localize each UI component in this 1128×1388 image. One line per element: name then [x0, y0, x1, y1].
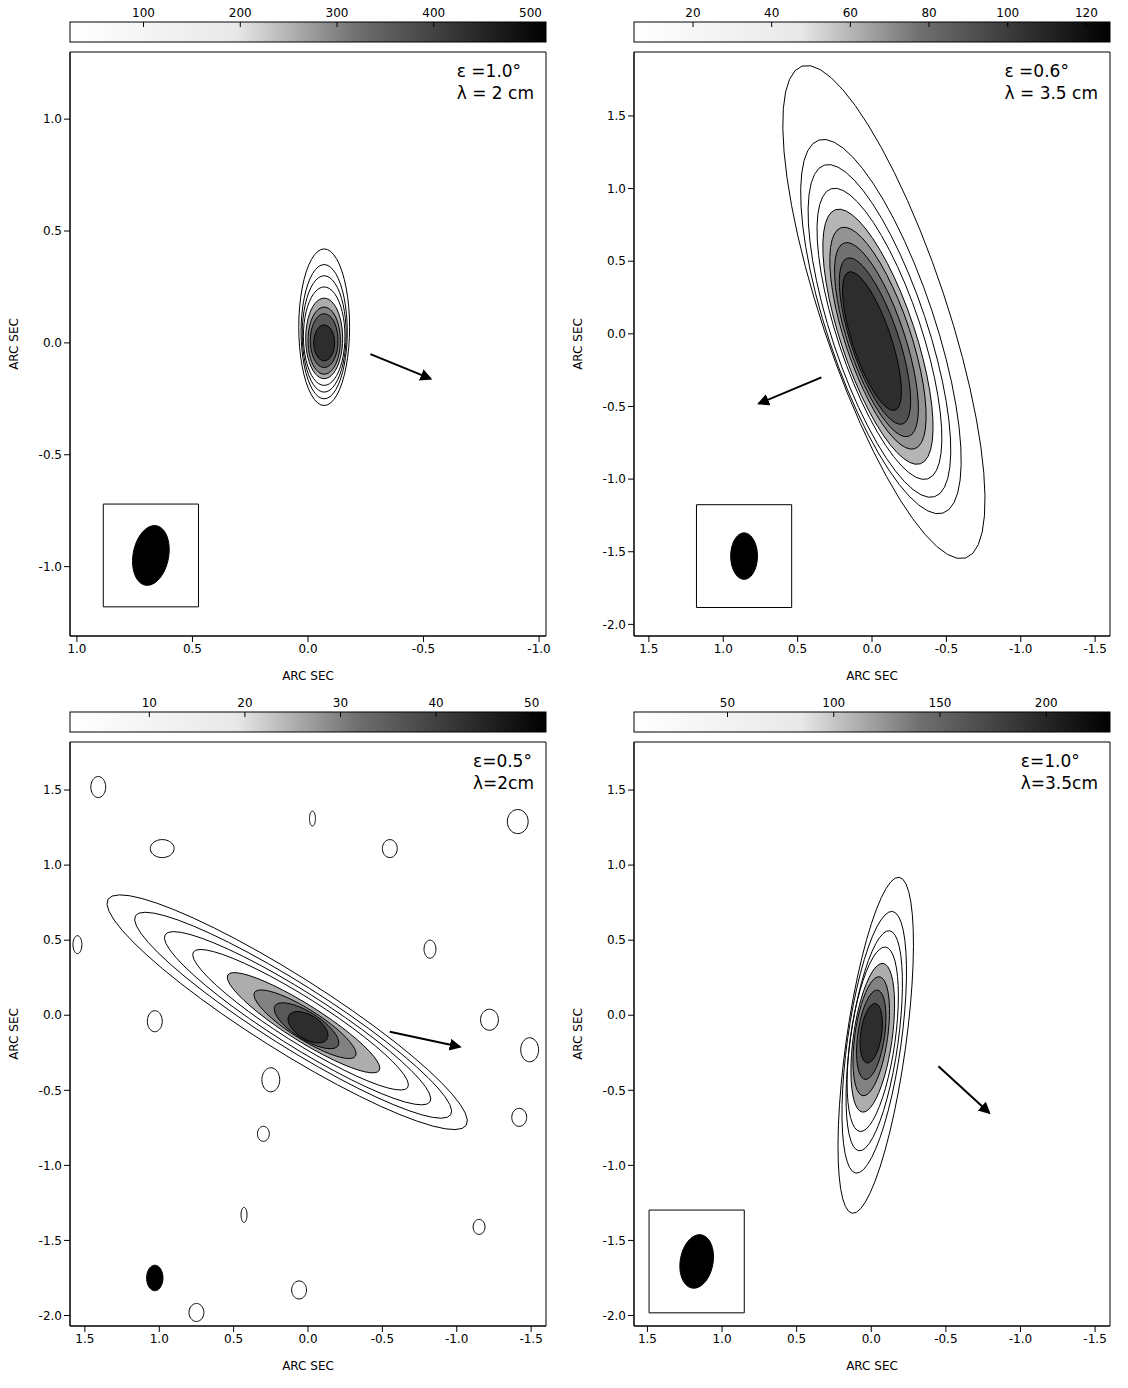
svg-text:-1.0: -1.0 — [39, 560, 62, 574]
svg-text:-0.5: -0.5 — [412, 642, 435, 656]
html-text:ε=0.5°: ε=0.5° — [473, 751, 532, 771]
html-text:λ = 3.5 cm: λ = 3.5 cm — [1004, 83, 1098, 103]
svg-text:120: 120 — [1075, 6, 1098, 20]
svg-text:ARC SEC: ARC SEC — [571, 318, 585, 370]
svg-text:1.0: 1.0 — [607, 182, 626, 196]
svg-text:0.0: 0.0 — [298, 642, 317, 656]
html-text:λ = 2 cm: λ = 2 cm — [456, 83, 534, 103]
svg-text:-0.5: -0.5 — [39, 448, 62, 462]
svg-text:ARC SEC: ARC SEC — [282, 669, 334, 683]
svg-text:20: 20 — [237, 696, 252, 710]
svg-text:0.5: 0.5 — [43, 933, 62, 947]
svg-text:-0.5: -0.5 — [39, 1084, 62, 1098]
svg-text:ARC SEC: ARC SEC — [7, 318, 21, 370]
svg-text:400: 400 — [422, 6, 445, 20]
svg-text:ARC SEC: ARC SEC — [571, 1008, 585, 1060]
html-text:ε =0.6°: ε =0.6° — [1004, 61, 1069, 81]
svg-text:10: 10 — [142, 696, 157, 710]
svg-text:0.0: 0.0 — [43, 336, 62, 350]
svg-text:ARC SEC: ARC SEC — [7, 1008, 21, 1060]
svg-text:-1.5: -1.5 — [1083, 1332, 1106, 1346]
svg-text:20: 20 — [685, 6, 700, 20]
svg-text:200: 200 — [1035, 696, 1058, 710]
svg-text:1.0: 1.0 — [43, 112, 62, 126]
svg-text:-1.5: -1.5 — [603, 1234, 626, 1248]
svg-text:-2.0: -2.0 — [603, 618, 626, 632]
svg-text:500: 500 — [519, 6, 542, 20]
svg-text:1.0: 1.0 — [43, 858, 62, 872]
svg-text:100: 100 — [996, 6, 1019, 20]
svg-text:-1.0: -1.0 — [603, 472, 626, 486]
svg-text:-2.0: -2.0 — [603, 1309, 626, 1323]
html-text:ε=1.0°: ε=1.0° — [1020, 751, 1080, 771]
svg-text:1.5: 1.5 — [607, 783, 626, 797]
svg-text:50: 50 — [524, 696, 539, 710]
svg-text:1.5: 1.5 — [75, 1332, 94, 1346]
svg-text:-2.0: -2.0 — [39, 1309, 62, 1323]
svg-text:300: 300 — [326, 6, 349, 20]
svg-text:0.5: 0.5 — [787, 1332, 806, 1346]
html-text:λ=2cm: λ=2cm — [473, 773, 534, 793]
svg-text:80: 80 — [921, 6, 936, 20]
svg-text:0.0: 0.0 — [862, 642, 881, 656]
svg-text:0.0: 0.0 — [298, 1332, 317, 1346]
svg-text:ARC SEC: ARC SEC — [846, 1359, 898, 1373]
svg-text:-1.0: -1.0 — [527, 642, 550, 656]
html-text:ε =1.0°: ε =1.0° — [456, 61, 522, 81]
svg-text:-0.5: -0.5 — [934, 1332, 957, 1346]
svg-text:200: 200 — [229, 6, 252, 20]
svg-text:-1.5: -1.5 — [39, 1234, 62, 1248]
svg-text:100: 100 — [132, 6, 155, 20]
svg-text:1.5: 1.5 — [43, 783, 62, 797]
svg-text:0.0: 0.0 — [43, 1008, 62, 1022]
html-text:λ=3.5cm: λ=3.5cm — [1020, 773, 1098, 793]
svg-text:-1.0: -1.0 — [1009, 1332, 1032, 1346]
svg-text:0.5: 0.5 — [183, 642, 202, 656]
svg-text:0.0: 0.0 — [607, 327, 626, 341]
svg-text:-0.5: -0.5 — [935, 642, 958, 656]
svg-text:ARC SEC: ARC SEC — [846, 669, 898, 683]
svg-text:40: 40 — [428, 696, 443, 710]
svg-text:-1.0: -1.0 — [603, 1159, 626, 1173]
svg-text:0.0: 0.0 — [607, 1008, 626, 1022]
svg-text:-1.0: -1.0 — [1009, 642, 1032, 656]
svg-text:30: 30 — [333, 696, 348, 710]
svg-text:1.0: 1.0 — [607, 858, 626, 872]
svg-text:-0.5: -0.5 — [603, 1084, 626, 1098]
svg-text:40: 40 — [764, 6, 779, 20]
svg-text:1.5: 1.5 — [639, 642, 658, 656]
svg-text:1.5: 1.5 — [607, 109, 626, 123]
svg-text:-1.0: -1.0 — [39, 1159, 62, 1173]
svg-text:0.5: 0.5 — [788, 642, 807, 656]
svg-text:60: 60 — [843, 6, 858, 20]
svg-text:-1.5: -1.5 — [603, 545, 626, 559]
svg-text:1.5: 1.5 — [638, 1332, 657, 1346]
svg-text:0.0: 0.0 — [862, 1332, 881, 1346]
svg-text:150: 150 — [929, 696, 952, 710]
svg-text:1.0: 1.0 — [67, 642, 86, 656]
svg-text:ARC SEC: ARC SEC — [282, 1359, 334, 1373]
svg-text:0.5: 0.5 — [43, 224, 62, 238]
svg-text:50: 50 — [720, 696, 735, 710]
svg-text:-0.5: -0.5 — [603, 400, 626, 414]
svg-text:0.5: 0.5 — [224, 1332, 243, 1346]
svg-text:0.5: 0.5 — [607, 933, 626, 947]
svg-text:1.0: 1.0 — [150, 1332, 169, 1346]
svg-text:1.0: 1.0 — [712, 1332, 731, 1346]
svg-text:-1.0: -1.0 — [445, 1332, 468, 1346]
svg-text:-1.5: -1.5 — [1083, 642, 1106, 656]
svg-text:0.5: 0.5 — [607, 254, 626, 268]
svg-text:-0.5: -0.5 — [371, 1332, 394, 1346]
svg-text:-1.5: -1.5 — [519, 1332, 542, 1346]
svg-text:1.0: 1.0 — [714, 642, 733, 656]
svg-text:100: 100 — [822, 696, 845, 710]
